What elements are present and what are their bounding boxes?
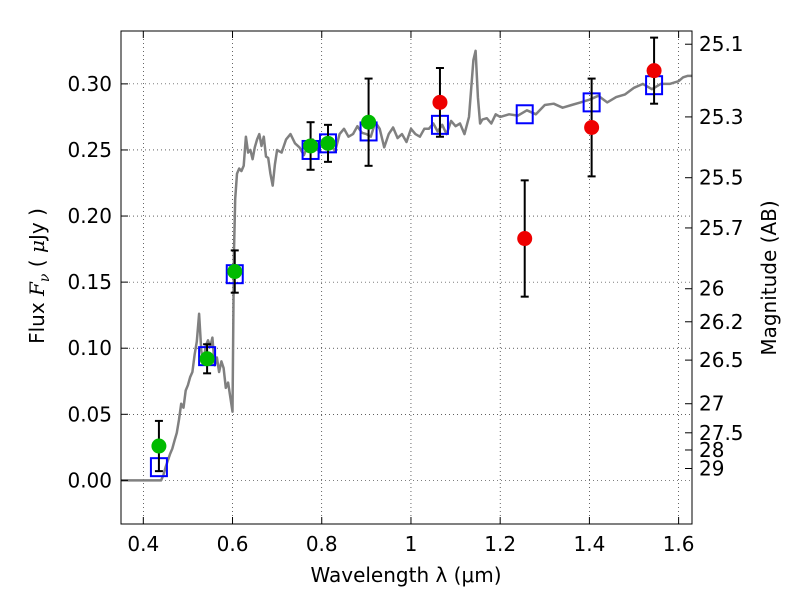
x-axis-label: Wavelength λ (μm) [310, 563, 501, 587]
y2-tick-label: 26.2 [699, 310, 744, 334]
green-photometry-point [320, 135, 336, 151]
x-tick-label: 0.4 [127, 532, 159, 556]
red-photometry-point [584, 119, 600, 135]
sed-model-layer [121, 49, 692, 482]
y-tick-label: 0.10 [67, 336, 112, 360]
y-tick-label: 0.25 [67, 138, 112, 162]
green-photometry-point [199, 351, 215, 367]
sed-model-curve [121, 49, 692, 482]
y2-tick-label: 27.5 [699, 421, 744, 445]
y2-tick-label: 25.5 [699, 166, 744, 190]
green-photometry-point [303, 138, 319, 154]
x-tick-label: 0.6 [217, 532, 249, 556]
y-tick-label: 0.20 [67, 204, 112, 228]
x-tick-label: 1.4 [573, 532, 605, 556]
y2-tick-label: 26 [699, 277, 724, 301]
x-tick-label: 1.2 [484, 532, 516, 556]
y2-tick-label: 25.3 [699, 105, 744, 129]
y-tick-label: 0.15 [67, 270, 112, 294]
y2-tick-label: 28 [699, 438, 724, 462]
red-photometry-point [646, 63, 662, 79]
red-photometry-point [517, 231, 533, 247]
grid-lines [121, 31, 692, 524]
axis-ticks: 0.4 0.6 0.8 1 1.2 1.4 1.6 0.00 0.05 0.10 0.15 0.20 0… [67, 31, 744, 556]
y2-axis-label: Magnitude (AB) [757, 200, 781, 355]
red-photometry-point [432, 94, 448, 110]
x-tick-label: 0.8 [306, 532, 338, 556]
model-photometry-square [515, 104, 534, 125]
y-tick-label: 0.30 [67, 72, 112, 96]
y-tick-label: 0.00 [67, 468, 112, 492]
y2-tick-label: 25.7 [699, 216, 744, 240]
y2-tick-label: 27 [699, 392, 724, 416]
y2-tick-label: 26.5 [699, 348, 744, 372]
y-tick-label: 0.05 [67, 402, 112, 426]
x-tick-label: 1 [405, 532, 418, 556]
x-tick-label: 1.6 [663, 532, 695, 556]
y2-tick-label: 25.1 [699, 32, 744, 56]
green-photometry-point [227, 264, 243, 280]
photometry-points-layer [149, 36, 664, 478]
y-axis-label: Flux Fν ( μJy ) [25, 208, 53, 344]
green-photometry-point [151, 438, 167, 454]
plot-frame [120, 30, 693, 525]
green-photometry-point [361, 114, 377, 130]
y2-tick-label: 29 [699, 456, 724, 480]
